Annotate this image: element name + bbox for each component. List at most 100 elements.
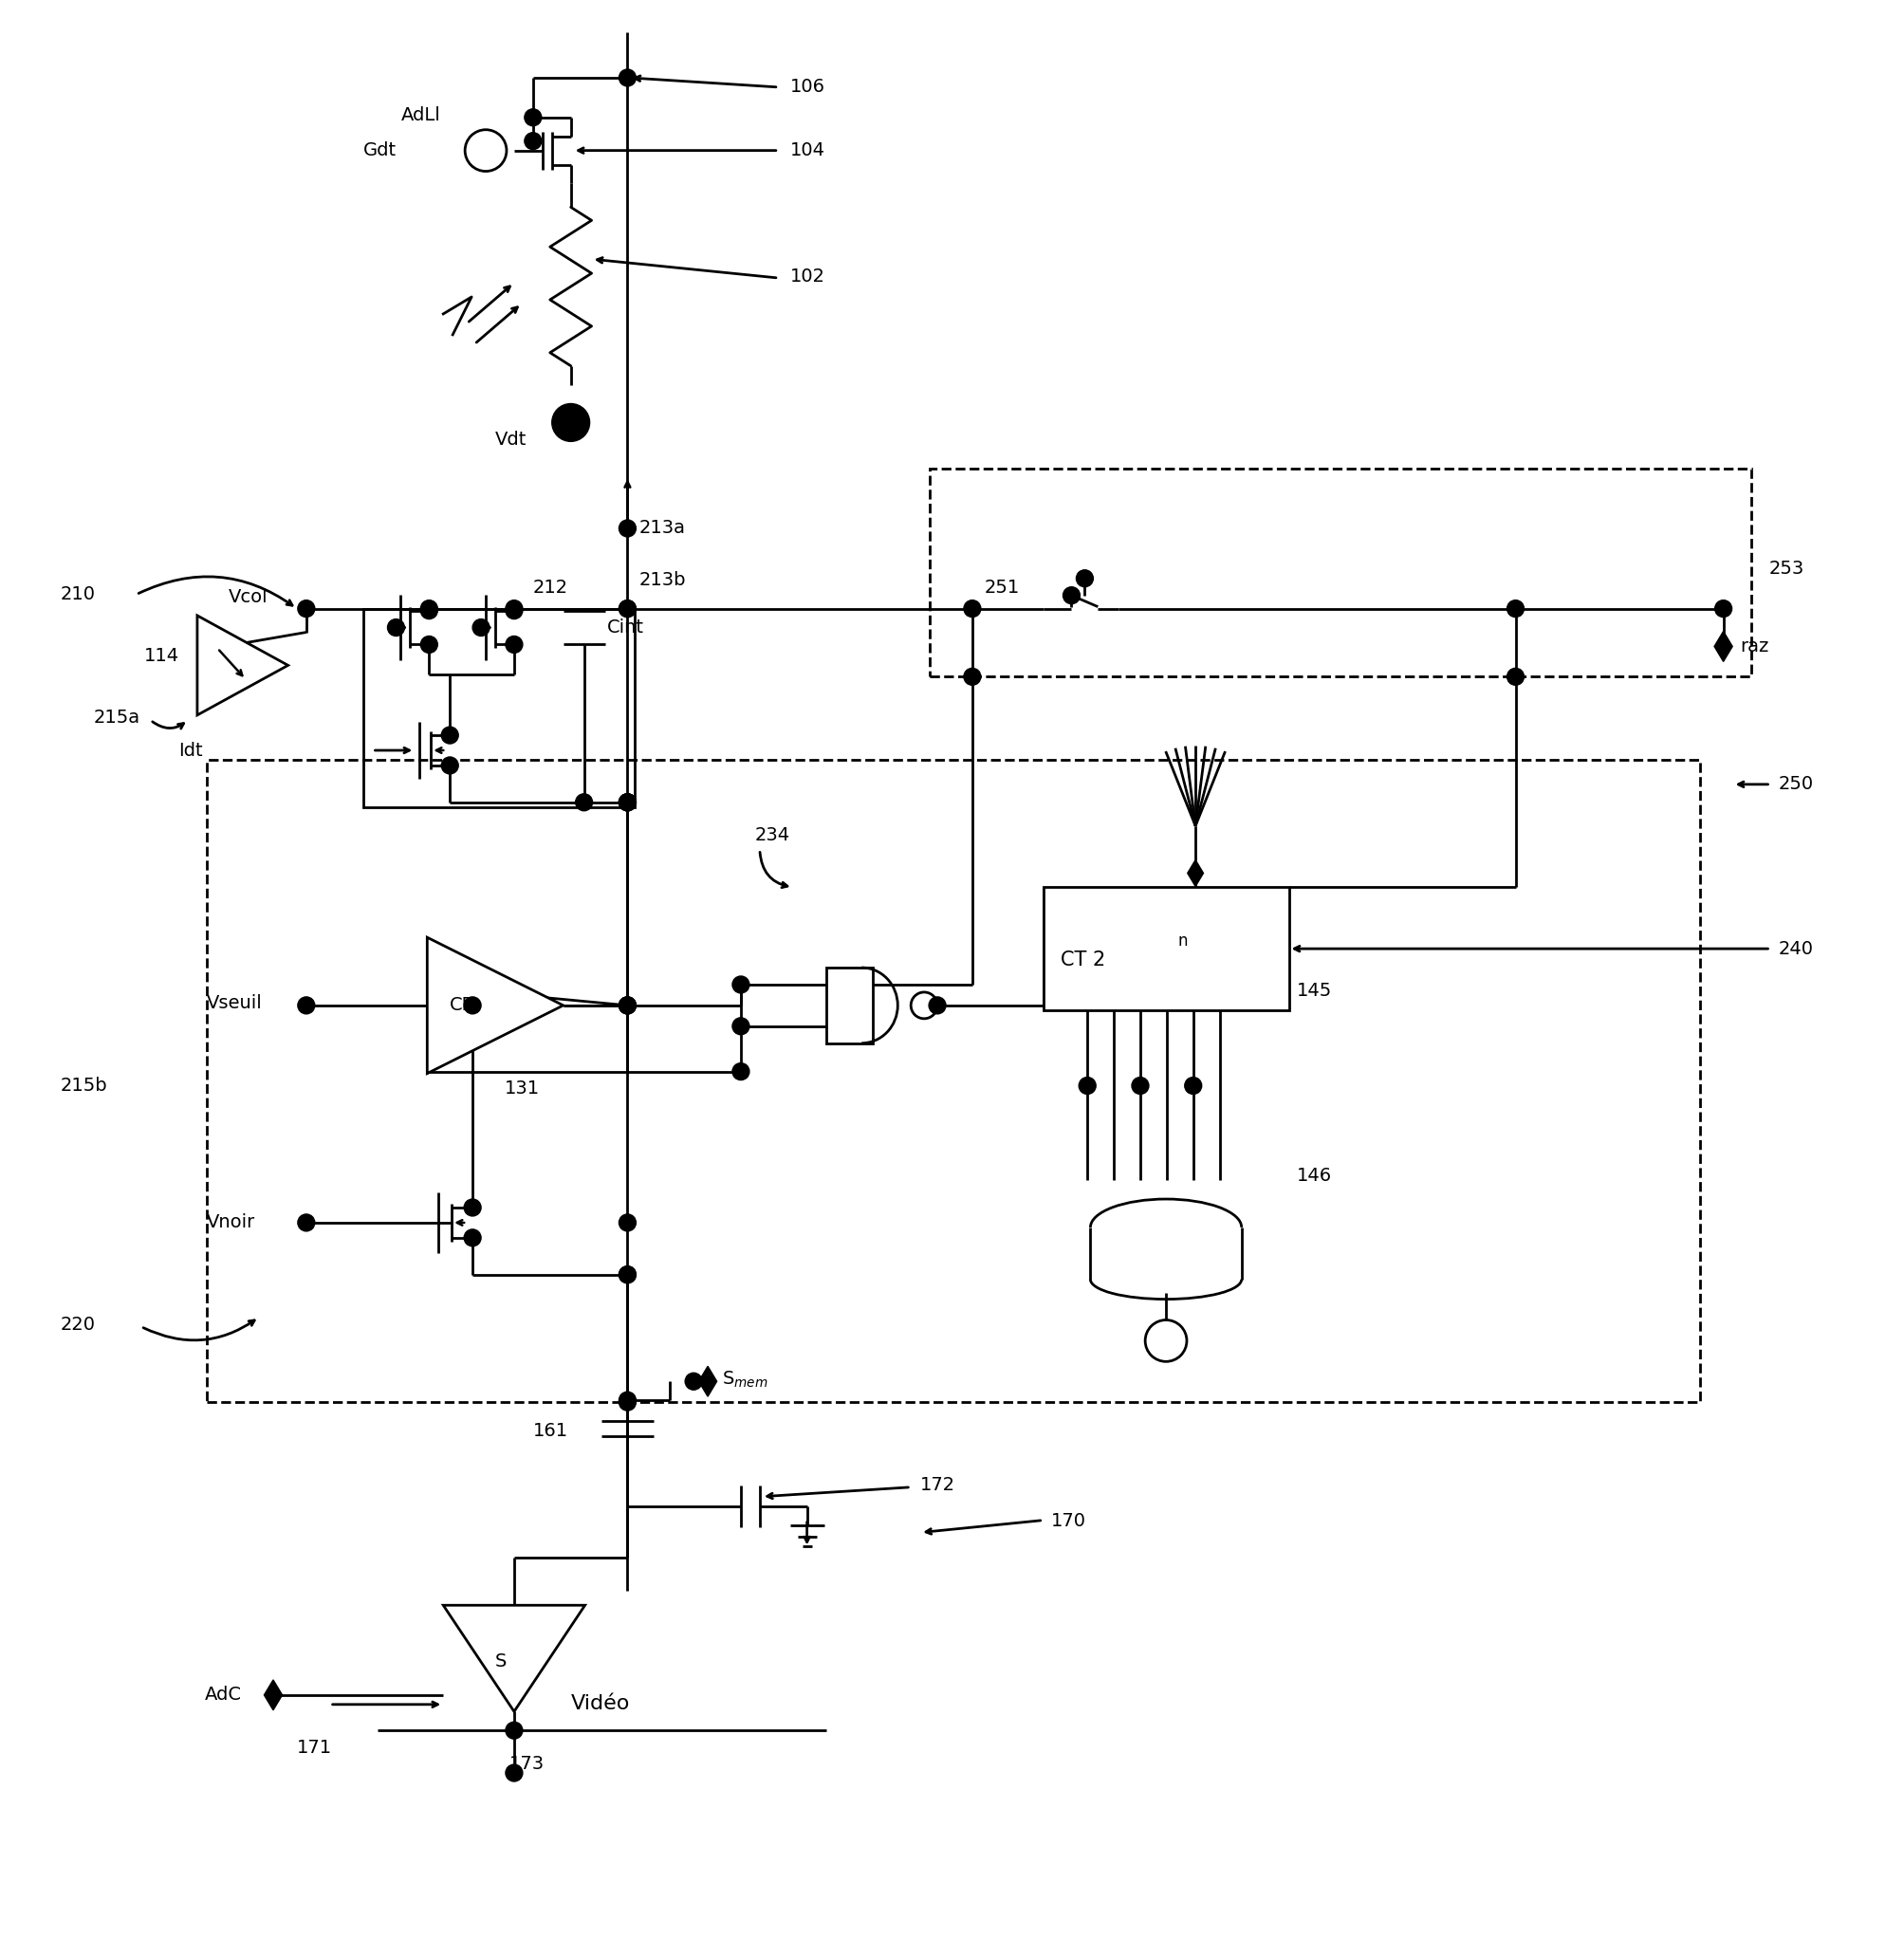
Circle shape [575,794,592,812]
Text: Gdt: Gdt [364,141,396,160]
Text: 215a: 215a [93,708,141,726]
Text: Vcol: Vcol [228,589,268,606]
Polygon shape [1714,632,1733,661]
Polygon shape [444,1606,585,1712]
Text: 213b: 213b [640,571,685,589]
Text: n: n [1177,933,1188,951]
Circle shape [1508,669,1523,685]
Circle shape [506,1764,522,1782]
Circle shape [1076,569,1093,587]
Text: Vidéo: Vidéo [571,1694,630,1713]
Text: 220: 220 [61,1316,95,1334]
Circle shape [619,998,636,1013]
Text: Vnoir: Vnoir [208,1213,255,1232]
Circle shape [1716,600,1733,618]
Circle shape [619,68,636,86]
Text: S$_{mem}$: S$_{mem}$ [722,1369,767,1389]
Circle shape [1062,587,1080,604]
Circle shape [619,794,636,812]
Circle shape [685,1373,703,1391]
Circle shape [421,600,438,618]
Circle shape [619,794,636,812]
Text: 250: 250 [1778,775,1813,794]
Text: Vdt: Vdt [495,430,527,448]
Text: 106: 106 [790,78,824,96]
FancyBboxPatch shape [826,968,872,1043]
Circle shape [619,600,636,618]
Text: 212: 212 [533,579,567,597]
Text: 210: 210 [61,585,95,604]
Text: 170: 170 [1051,1512,1085,1530]
Text: 146: 146 [1297,1166,1331,1185]
Circle shape [506,636,522,653]
Text: CT 2: CT 2 [1061,951,1104,970]
Text: 114: 114 [145,647,179,665]
Circle shape [619,1393,636,1410]
Circle shape [733,1062,750,1080]
Text: 215b: 215b [61,1076,109,1095]
Circle shape [619,998,636,1013]
Circle shape [619,1266,636,1283]
Text: 240: 240 [1778,939,1813,958]
Polygon shape [198,616,288,716]
Circle shape [465,1199,482,1217]
Circle shape [1080,1078,1097,1093]
Circle shape [524,110,541,125]
Circle shape [619,1266,636,1283]
Text: Idt: Idt [179,741,202,759]
Circle shape [733,1017,750,1035]
Circle shape [506,602,522,618]
Circle shape [619,794,636,812]
Polygon shape [265,1680,282,1710]
Circle shape [733,976,750,994]
Circle shape [465,1228,482,1246]
Text: 173: 173 [510,1755,545,1772]
Text: 104: 104 [790,141,824,160]
Text: 171: 171 [297,1739,331,1756]
Circle shape [619,998,636,1013]
Circle shape [472,618,489,636]
Text: raz: raz [1740,638,1769,655]
Text: 253: 253 [1769,559,1805,577]
Circle shape [297,998,314,1013]
Text: AdLl: AdLl [400,106,440,125]
Circle shape [619,794,636,812]
Circle shape [963,669,981,685]
Circle shape [465,998,482,1013]
Circle shape [442,728,459,743]
Text: S: S [495,1653,506,1670]
Text: AdC: AdC [206,1686,242,1704]
Circle shape [506,600,522,618]
Circle shape [421,636,438,653]
Circle shape [1508,600,1523,618]
Text: Vseuil: Vseuil [208,994,263,1013]
Circle shape [963,600,981,618]
Circle shape [506,1721,522,1739]
Circle shape [619,600,636,618]
Circle shape [1131,1078,1148,1093]
Polygon shape [426,937,564,1074]
Circle shape [1144,1320,1186,1361]
Circle shape [421,602,438,618]
Text: 145: 145 [1297,982,1331,1000]
Text: 172: 172 [920,1477,956,1494]
Polygon shape [699,1365,716,1397]
Text: Cint: Cint [607,618,644,636]
Circle shape [388,618,404,636]
Circle shape [552,403,590,442]
Circle shape [619,520,636,536]
Circle shape [619,1215,636,1230]
Polygon shape [1188,861,1203,886]
Text: 213a: 213a [640,520,685,538]
Circle shape [442,757,459,775]
Text: 131: 131 [505,1080,541,1097]
FancyBboxPatch shape [1043,888,1289,1009]
Circle shape [297,600,314,618]
Text: 102: 102 [790,268,824,286]
Text: 251: 251 [984,579,1021,597]
Circle shape [524,133,541,149]
Circle shape [1184,1078,1201,1093]
Circle shape [929,998,946,1013]
Text: CP: CP [449,996,474,1015]
Text: 161: 161 [533,1422,567,1440]
